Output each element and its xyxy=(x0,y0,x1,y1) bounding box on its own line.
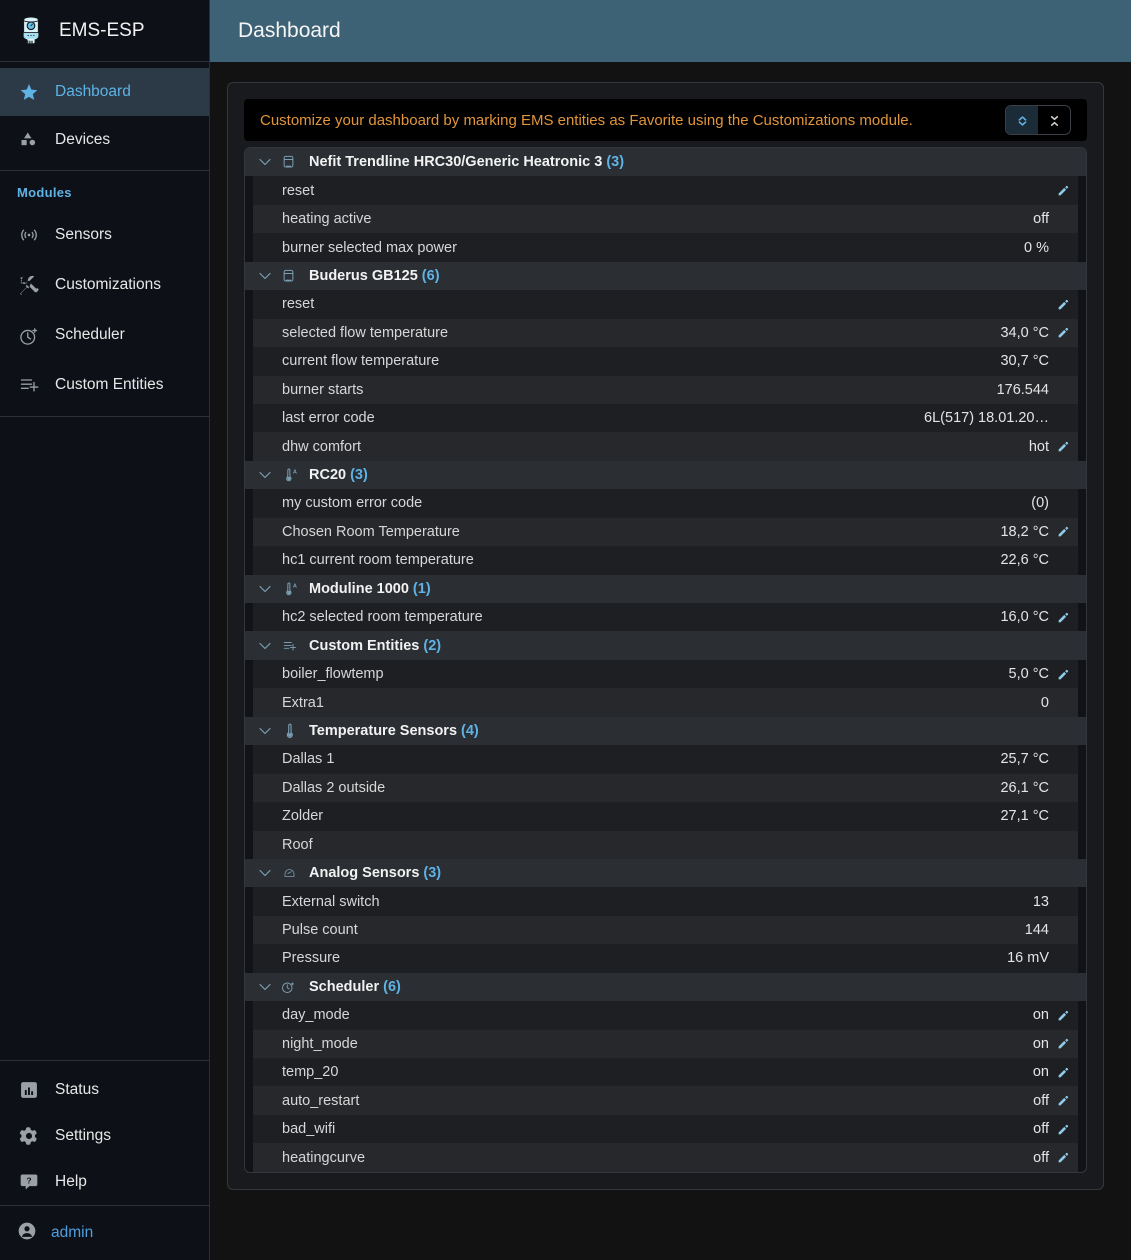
svg-text:A: A xyxy=(293,583,297,589)
svg-text:?: ? xyxy=(26,1175,31,1185)
svg-text:A: A xyxy=(293,469,297,475)
